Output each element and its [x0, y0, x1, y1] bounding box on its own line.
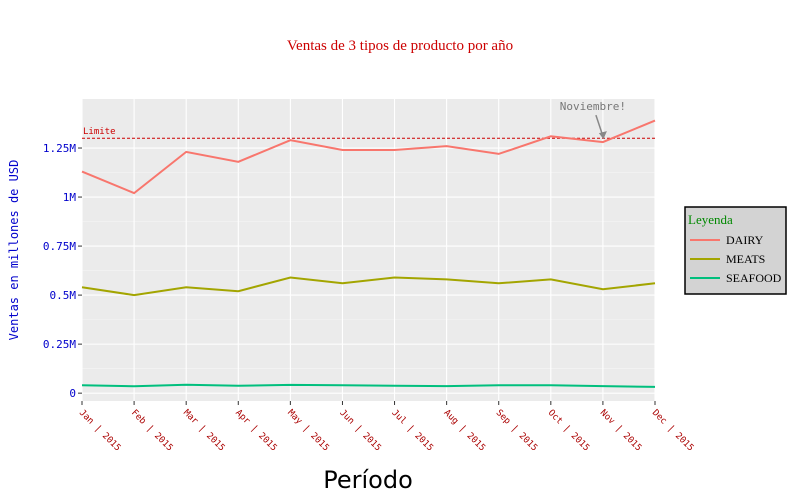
y-tick-label: 0.75M	[43, 240, 76, 253]
legend-label-seafood: SEAFOOD	[726, 271, 782, 285]
x-tick-label: Apr | 2015	[233, 408, 278, 453]
grid-lines	[81, 99, 656, 401]
legend-title: Leyenda	[688, 212, 733, 227]
annotation-arrow	[595, 114, 603, 134]
x-axis-label: Período	[323, 466, 413, 494]
y-tick-label: 1M	[63, 191, 77, 204]
x-tick-label: Oct | 2015	[546, 408, 591, 453]
legend: Leyenda DAIRY MEATS SEAFOOD	[684, 206, 787, 295]
x-tick-label: Jul | 2015	[389, 408, 434, 453]
x-tick-label: Jan | 2015	[77, 408, 122, 453]
x-tick-label: Dec | 2015	[650, 408, 695, 453]
y-tick-label: 0.5M	[50, 289, 77, 302]
limit-label: Limite	[83, 127, 116, 137]
x-tick-label: Sep | 2015	[494, 408, 539, 453]
x-tick-label: Feb | 2015	[129, 408, 174, 453]
series-line-dairy	[81, 119, 656, 195]
series-line-meats	[81, 276, 656, 297]
y-tick-label: 1.25M	[43, 142, 76, 155]
y-axis-label: Ventas en millones de USD	[7, 160, 21, 341]
annotation-arrowhead	[598, 131, 607, 140]
series-lines	[81, 119, 656, 388]
x-tick-label: Nov | 2015	[598, 408, 643, 453]
legend-box	[684, 206, 787, 295]
x-tick-label: Mar | 2015	[181, 408, 226, 453]
annotation-group: Noviembre!	[560, 100, 626, 140]
x-tick-label: Jun | 2015	[337, 408, 382, 453]
y-tick-label: 0.25M	[43, 338, 76, 351]
chart-title: Ventas de 3 tipos de producto por año	[287, 38, 513, 54]
x-tick-label: May | 2015	[285, 408, 330, 453]
y-tick-label: 0	[69, 387, 76, 400]
legend-label-meats: MEATS	[726, 252, 765, 266]
legend-label-dairy: DAIRY	[726, 233, 764, 247]
plot-area	[82, 99, 655, 401]
y-axis: 0 0.25M 0.5M 0.75M 1M 1.25M	[43, 142, 82, 400]
annotation-text: Noviembre!	[560, 100, 626, 113]
x-axis: Jan | 2015 Feb | 2015 Mar | 2015 Apr | 2015…	[77, 401, 695, 453]
x-tick-label: Aug | 2015	[442, 408, 487, 453]
series-line-seafood	[81, 383, 656, 388]
